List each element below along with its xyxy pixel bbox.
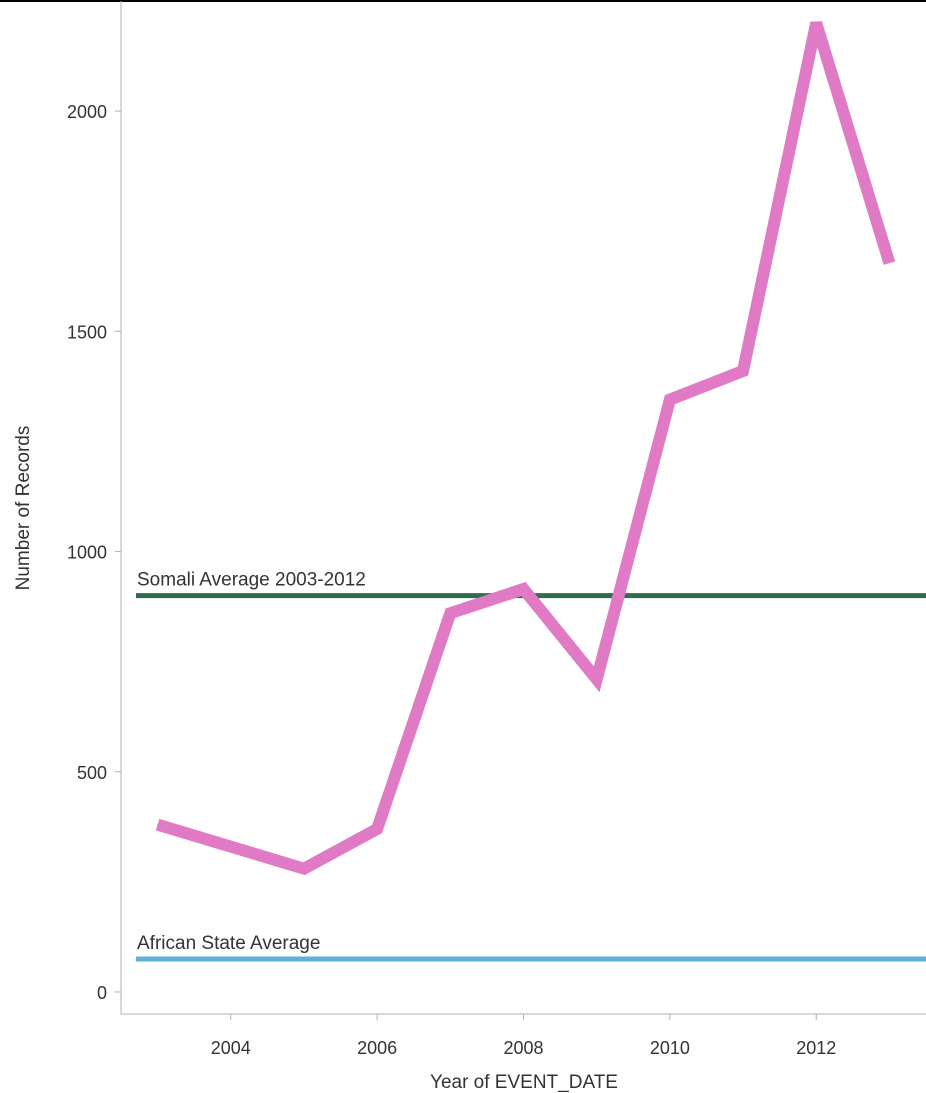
y-tick-label: 1500 <box>67 322 107 342</box>
data-point <box>888 262 890 264</box>
reference-lines: Somali Average 2003-2012 African State Av… <box>136 570 926 962</box>
x-tick-label: 2004 <box>211 1038 251 1058</box>
reference-line-label: African State Average <box>137 933 320 954</box>
x-tick-label: 2012 <box>796 1038 836 1058</box>
y-tick-label: 1000 <box>67 543 107 563</box>
data-point <box>669 399 671 401</box>
data-point <box>596 678 598 680</box>
data-point <box>230 846 232 848</box>
x-tick-label: 2006 <box>357 1038 397 1058</box>
x-tick-label: 2010 <box>650 1038 690 1058</box>
y-axis-title: Number of Records <box>13 426 34 591</box>
series-line <box>155 21 896 876</box>
y-axis-ticks: 0 500 1000 1500 2000 <box>67 102 121 1003</box>
data-point <box>157 824 159 826</box>
data-point <box>376 828 378 830</box>
data-point <box>449 612 451 614</box>
y-tick-label: 0 <box>97 983 107 1003</box>
y-tick-label: 2000 <box>67 102 107 122</box>
x-axis-ticks: 2004 2006 2008 2010 2012 <box>211 1014 836 1058</box>
x-tick-label: 2008 <box>503 1038 543 1058</box>
series-layer <box>155 21 896 876</box>
data-point <box>303 868 305 870</box>
data-point <box>523 588 524 590</box>
x-axis-title: Year of EVENT_DATE <box>430 1072 618 1093</box>
data-point <box>815 22 817 24</box>
reference-line-label: Somali Average 2003-2012 <box>137 570 366 591</box>
data-point <box>742 370 744 372</box>
y-tick-label: 500 <box>77 763 107 783</box>
